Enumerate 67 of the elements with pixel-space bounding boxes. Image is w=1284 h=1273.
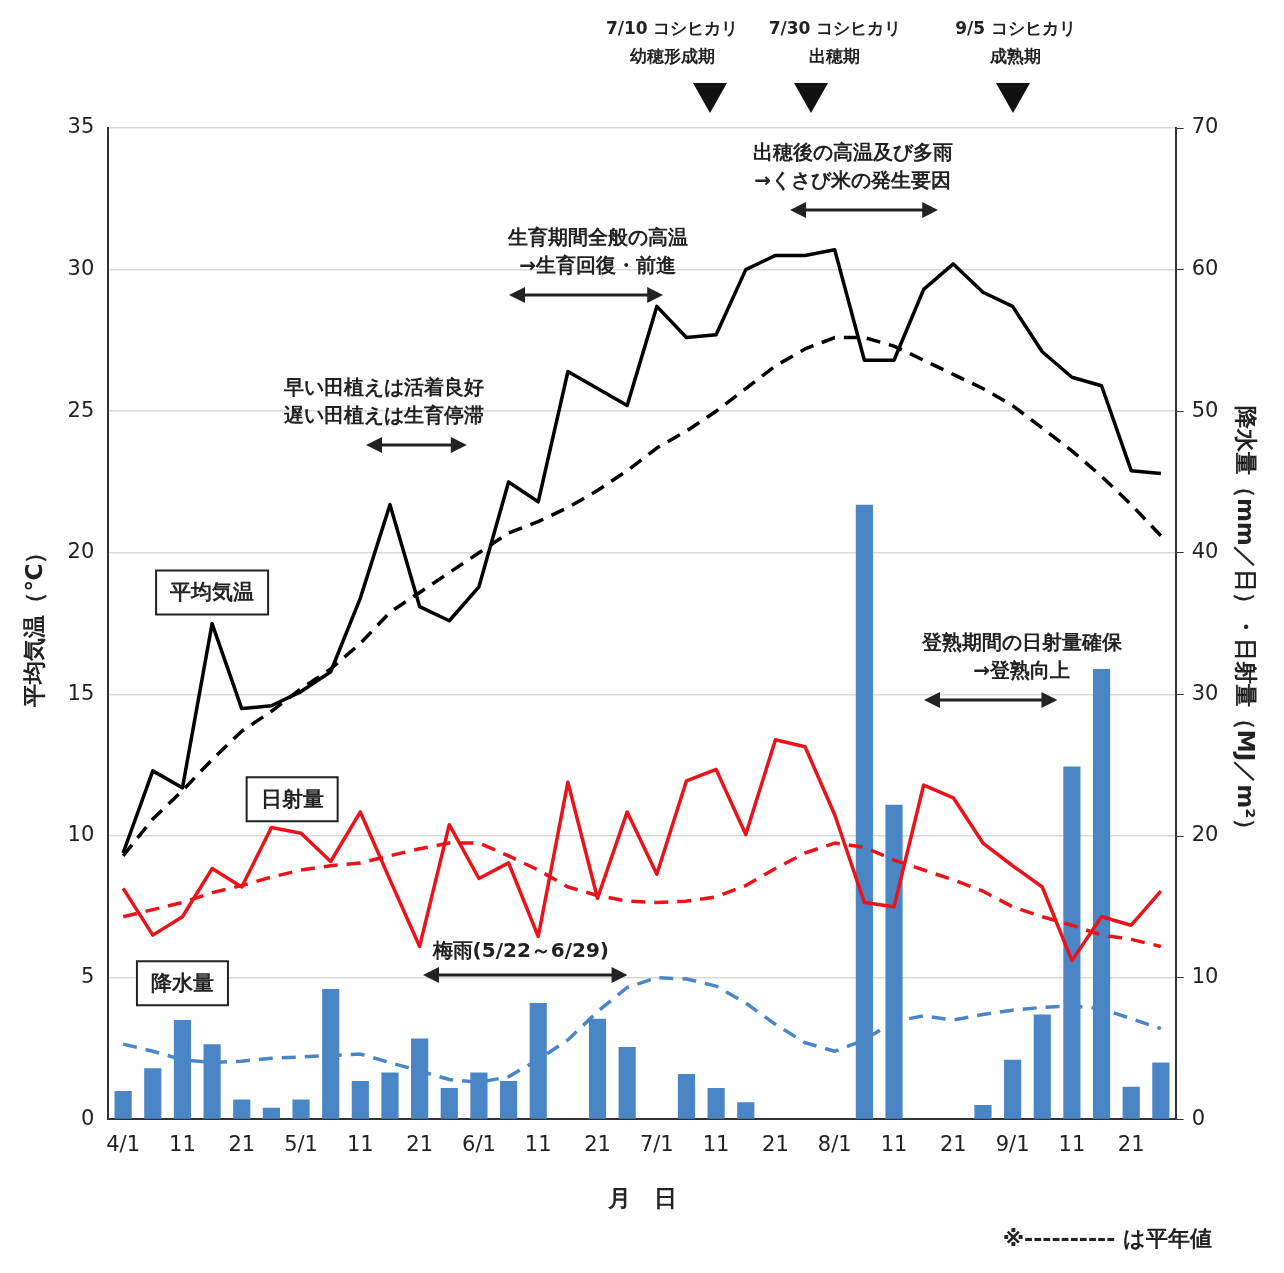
y-tick-label: 25: [67, 397, 95, 422]
x-tick-label: 11: [346, 1132, 374, 1157]
y2-tick-label: 10: [1191, 964, 1219, 989]
bar: [677, 1073, 696, 1119]
annotation: 生育期間全般の高温→生育回復・前進: [506, 224, 688, 277]
x-tick-label: 21: [762, 1132, 789, 1157]
y2-tick-label: 60: [1191, 256, 1219, 281]
x-tick-label: 8/1: [817, 1132, 852, 1157]
x-tick-label: 9/1: [995, 1132, 1030, 1157]
text: 7/30 コシヒカリ出穂期: [768, 18, 902, 67]
y-tick-label: 15: [67, 680, 95, 705]
bar: [1004, 1059, 1022, 1119]
bar: [292, 1099, 310, 1119]
y-tick-label: 5: [80, 964, 95, 989]
bar: [351, 1080, 369, 1119]
series-label: 平均気温: [169, 579, 255, 604]
annotation: 出穂後の高温及び多雨→くさび米の発生要因: [752, 139, 953, 192]
text: ※---------- は平年値: [1002, 1225, 1212, 1251]
bar: [499, 1080, 518, 1119]
y-tick-label: 30: [67, 256, 95, 281]
text: 9/5 コシヒカリ成熟期: [955, 18, 1077, 67]
bar: [618, 1046, 636, 1119]
x-tick-label: 11: [169, 1132, 196, 1157]
bar: [144, 1068, 162, 1119]
y2-tick-label: 70: [1191, 114, 1219, 139]
annotation: 登熟期間の日射量確保→登熟向上: [920, 629, 1123, 682]
x-tick-label: 21: [939, 1132, 967, 1157]
bar: [233, 1099, 251, 1119]
x-tick-label: 21: [1117, 1132, 1145, 1157]
y-tick-label: 10: [67, 822, 95, 847]
text: 7/10 コシヒカリ幼穂形成期: [605, 18, 739, 67]
bar: [381, 1072, 399, 1119]
annotation: 梅雨(5/22～6/29): [431, 938, 609, 963]
x-tick-label: 11: [524, 1132, 552, 1157]
bar: [737, 1102, 755, 1119]
x-tick-label: 11: [1058, 1132, 1086, 1157]
x-tick-label: 21: [406, 1132, 433, 1157]
x-tick-label: 6/1: [462, 1132, 496, 1157]
bar: [974, 1105, 992, 1119]
x-tick-label: 11: [880, 1132, 908, 1157]
series-label: 降水量: [150, 970, 214, 995]
y-tick-label: 0: [80, 1105, 95, 1130]
y2-tick-label: 20: [1191, 822, 1219, 847]
bar: [1122, 1086, 1140, 1119]
y2-tick-label: 40: [1191, 539, 1219, 564]
series-label: 日射量: [260, 786, 324, 811]
x-tick-label: 7/1: [639, 1132, 674, 1157]
bar: [262, 1107, 280, 1119]
y2-tick-label: 0: [1191, 1105, 1206, 1130]
bar: [707, 1088, 725, 1119]
x-tick-label: 5/1: [284, 1132, 318, 1157]
bar: [1033, 1014, 1051, 1119]
annotation: 早い田植えは活着良好遅い田植えは生育停滞: [283, 374, 485, 427]
x-tick-label: 11: [702, 1132, 730, 1157]
x-tick-label: 21: [228, 1132, 256, 1157]
bar: [440, 1088, 458, 1119]
bar: [1152, 1062, 1170, 1119]
bar: [114, 1090, 132, 1119]
y-tick-label: 20: [67, 539, 95, 564]
y2-axis-title: 降水量（mm／日）・日射量（MJ／m²）: [1233, 405, 1260, 842]
y2-tick-label: 50: [1191, 397, 1219, 422]
x-axis-title: 月 日: [606, 1185, 677, 1212]
y-tick-label: 35: [67, 114, 95, 139]
y2-tick-label: 30: [1191, 680, 1219, 705]
x-tick-label: 21: [584, 1132, 611, 1157]
y-axis-title: 平均気温（℃）: [20, 540, 47, 708]
x-tick-label: 4/1: [106, 1132, 141, 1157]
